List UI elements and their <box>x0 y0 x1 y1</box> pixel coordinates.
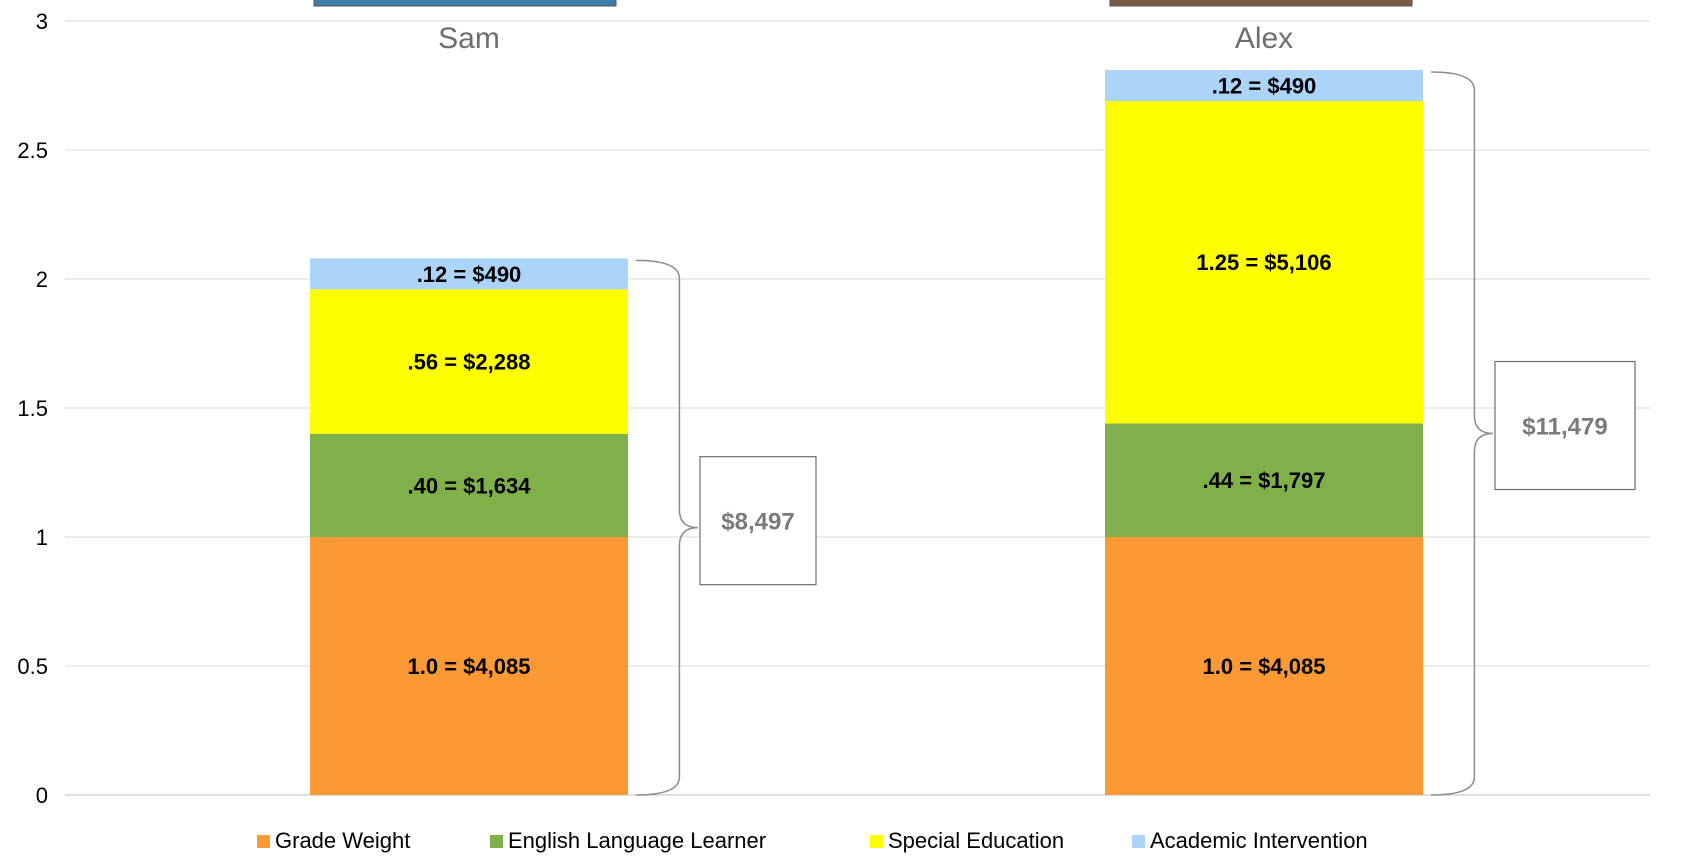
legend-swatch <box>257 835 270 848</box>
y-tick-label: 2.5 <box>17 138 48 163</box>
total-label: $8,497 <box>721 509 794 536</box>
segment-label: .12 = $490 <box>417 262 522 287</box>
bar-segment <box>310 537 628 795</box>
bar-segment <box>1105 100 1423 424</box>
bar-segment <box>1105 423 1423 537</box>
category-label: Sam <box>438 22 500 55</box>
segment-label: .12 = $490 <box>1212 74 1317 99</box>
segment-label: 1.0 = $4,085 <box>1203 654 1326 679</box>
legend-label: English Language Learner <box>508 828 766 853</box>
bar-segment <box>310 433 628 537</box>
segment-label: .40 = $1,634 <box>408 473 532 498</box>
bar-segment <box>1105 537 1423 795</box>
total-box <box>699 456 817 586</box>
student-photos <box>313 0 1413 7</box>
legend-swatch <box>490 835 503 848</box>
segment-label: 1.0 = $4,085 <box>408 654 531 679</box>
total-brace <box>1430 71 1494 796</box>
total-brace <box>635 259 699 796</box>
total-label: $11,479 <box>1522 414 1607 441</box>
legend: Grade Weight English Language Learner Spec… <box>257 828 1368 853</box>
legend-swatch <box>870 835 883 848</box>
category-label: Alex <box>1235 22 1293 55</box>
y-tick-label: 1 <box>36 525 48 550</box>
bar-segment <box>310 258 628 290</box>
bar-segment <box>1105 70 1423 101</box>
segment-label: .56 = $2,288 <box>408 350 531 375</box>
y-tick-label: 1.5 <box>17 396 48 421</box>
bars: 1.0 = $4,085 .40 = $1,634 .56 = $2,288 .12 … <box>310 70 1423 795</box>
y-tick-label: 0 <box>36 783 48 808</box>
y-axis: 0 0.5 1 1.5 2 2.5 3 <box>17 9 48 808</box>
bar-segment <box>310 289 628 434</box>
y-tick-label: 3 <box>36 9 48 34</box>
legend-label: Grade Weight <box>275 828 410 853</box>
category-labels: Sam Alex <box>438 22 1293 55</box>
legend-label: Academic Intervention <box>1150 828 1368 853</box>
legend-label: Special Education <box>888 828 1064 853</box>
segment-label: .44 = $1,797 <box>1203 468 1326 493</box>
student-photo <box>313 0 617 7</box>
legend-swatch <box>1132 835 1145 848</box>
segment-label: 1.25 = $5,106 <box>1196 250 1331 275</box>
total-brackets: $8,497 $11,479 <box>635 71 1636 796</box>
y-tick-label: 2 <box>36 267 48 292</box>
student-photo <box>1109 0 1413 7</box>
y-tick-label: 0.5 <box>17 654 48 679</box>
total-box <box>1494 360 1636 491</box>
